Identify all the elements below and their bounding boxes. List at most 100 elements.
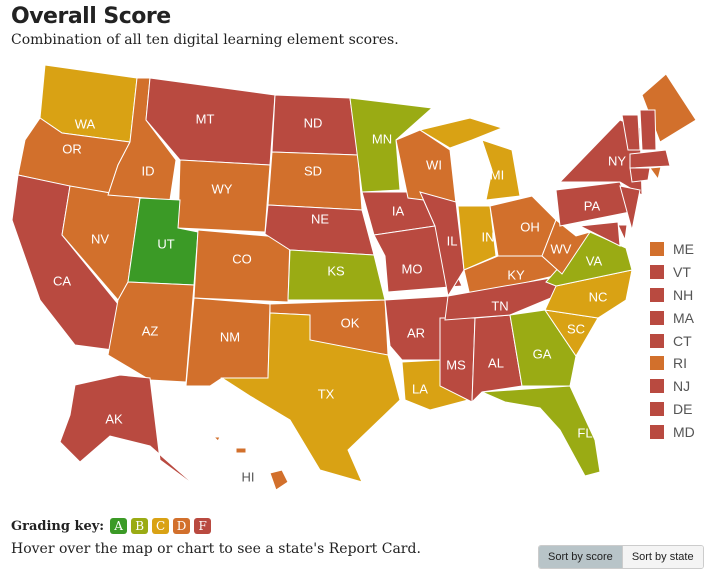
state-label-ms: MS bbox=[446, 357, 466, 372]
legend-item-de[interactable]: DE bbox=[650, 398, 695, 421]
state-label-wy: WY bbox=[212, 181, 233, 196]
state-ri[interactable] bbox=[649, 166, 662, 181]
state-label-ga: GA bbox=[533, 346, 552, 361]
state-label-pa: PA bbox=[584, 198, 601, 213]
legend-swatch bbox=[650, 401, 664, 416]
legend-swatch bbox=[650, 333, 664, 348]
state-label-ca: CA bbox=[53, 273, 71, 288]
state-label-in: IN bbox=[482, 229, 495, 244]
grade-badge-a: A bbox=[110, 518, 128, 534]
state-label-tx: TX bbox=[318, 386, 335, 401]
state-label-ut: UT bbox=[157, 236, 174, 251]
grading-key-label: Grading key: bbox=[11, 518, 105, 534]
page-title: Overall Score bbox=[11, 4, 171, 29]
legend-swatch bbox=[650, 379, 664, 394]
legend-swatch bbox=[650, 287, 664, 302]
state-hi[interactable] bbox=[269, 469, 289, 491]
legend-label: ME bbox=[673, 241, 694, 258]
sort-toggle[interactable]: Sort by score Sort by state bbox=[538, 545, 704, 569]
state-wi[interactable] bbox=[395, 129, 457, 205]
legend-item-nj[interactable]: NJ bbox=[650, 375, 695, 398]
small-states-legend: ME VT NH MA CT RI NJ DE MD bbox=[650, 238, 695, 443]
state-wv[interactable] bbox=[541, 219, 592, 275]
legend-swatch bbox=[650, 242, 664, 257]
state-de[interactable] bbox=[617, 224, 628, 242]
state-ma[interactable] bbox=[629, 149, 671, 169]
state-label-la: LA bbox=[412, 381, 428, 396]
state-label-tn: TN bbox=[491, 298, 508, 313]
state-label-nd: ND bbox=[304, 115, 323, 130]
state-label-ia: IA bbox=[392, 203, 405, 218]
state-label-al: AL bbox=[488, 355, 504, 370]
state-ak[interactable] bbox=[59, 374, 199, 489]
legend-label: DE bbox=[673, 400, 693, 417]
state-co[interactable] bbox=[193, 229, 291, 303]
state-vt[interactable] bbox=[621, 114, 641, 151]
state-label-nv: NV bbox=[91, 231, 109, 246]
state-md[interactable] bbox=[578, 221, 621, 247]
state-label-sc: SC bbox=[567, 321, 585, 336]
legend-swatch bbox=[650, 356, 664, 371]
legend-item-ri[interactable]: RI bbox=[650, 352, 695, 375]
grade-badge-c: C bbox=[152, 518, 170, 534]
state-label-wi: WI bbox=[426, 157, 442, 172]
state-label-mo: MO bbox=[402, 261, 423, 276]
state-label-ky: KY bbox=[507, 267, 525, 282]
state-nh[interactable] bbox=[639, 109, 657, 151]
legend-swatch bbox=[650, 424, 664, 439]
grade-badge-f: F bbox=[194, 518, 212, 534]
state-il[interactable] bbox=[419, 191, 465, 298]
state-label-mn: MN bbox=[372, 131, 392, 146]
state-mi[interactable] bbox=[418, 117, 504, 149]
sort-by-score-button[interactable]: Sort by score bbox=[539, 546, 622, 568]
legend-label: CT bbox=[673, 332, 692, 349]
state-in[interactable] bbox=[457, 205, 497, 271]
legend-label: MA bbox=[673, 309, 694, 326]
state-label-il: IL bbox=[447, 233, 458, 248]
state-ga[interactable] bbox=[509, 309, 577, 387]
state-label-or: OR bbox=[62, 141, 82, 156]
state-label-co: CO bbox=[232, 251, 252, 266]
state-label-wv: WV bbox=[551, 241, 572, 256]
state-tn[interactable] bbox=[444, 275, 571, 321]
grading-key: Grading key: A B C D F bbox=[11, 518, 212, 534]
state-label-hi: HI bbox=[242, 469, 255, 484]
legend-item-md[interactable]: MD bbox=[650, 420, 695, 443]
state-tx[interactable] bbox=[220, 312, 401, 483]
state-sd[interactable] bbox=[267, 151, 363, 211]
state-label-mt: MT bbox=[196, 111, 215, 126]
state-label-ok: OK bbox=[341, 315, 360, 330]
sort-by-state-button[interactable]: Sort by state bbox=[621, 546, 703, 568]
legend-label: MD bbox=[673, 423, 695, 440]
legend-item-me[interactable]: ME bbox=[650, 238, 695, 261]
state-label-nm: NM bbox=[220, 329, 240, 344]
state-label-fl: FL bbox=[577, 425, 592, 440]
state-label-mi: MI bbox=[490, 167, 504, 182]
legend-swatch bbox=[650, 310, 664, 325]
state-ct[interactable] bbox=[629, 167, 651, 183]
legend-label: VT bbox=[673, 264, 691, 281]
state-fl[interactable] bbox=[481, 385, 601, 477]
state-mi[interactable] bbox=[481, 139, 521, 201]
state-label-nc: NC bbox=[589, 289, 608, 304]
legend-item-vt[interactable]: VT bbox=[650, 261, 695, 284]
state-ar[interactable] bbox=[384, 295, 451, 361]
legend-item-ma[interactable]: MA bbox=[650, 306, 695, 329]
hint-text: Hover over the map or chart to see a sta… bbox=[11, 541, 421, 557]
state-label-ak: AK bbox=[105, 411, 123, 426]
state-label-ne: NE bbox=[311, 211, 329, 226]
legend-label: RI bbox=[673, 355, 687, 372]
state-label-oh: OH bbox=[520, 219, 540, 234]
state-hi[interactable] bbox=[235, 447, 247, 454]
state-hi[interactable] bbox=[212, 436, 221, 442]
state-mn[interactable] bbox=[349, 97, 434, 193]
state-label-ks: KS bbox=[327, 263, 345, 278]
legend-item-ct[interactable]: CT bbox=[650, 329, 695, 352]
us-map[interactable]: WA OR CA NV ID MT WY UT AZ CO NM ND SD NE KS OK TX MN IA MO… bbox=[0, 0, 724, 510]
legend-label: NJ bbox=[673, 378, 691, 395]
legend-item-nh[interactable]: NH bbox=[650, 284, 695, 307]
state-nj[interactable] bbox=[619, 185, 641, 231]
legend-swatch bbox=[650, 265, 664, 280]
state-label-wa: WA bbox=[75, 116, 96, 131]
state-label-az: AZ bbox=[142, 323, 159, 338]
